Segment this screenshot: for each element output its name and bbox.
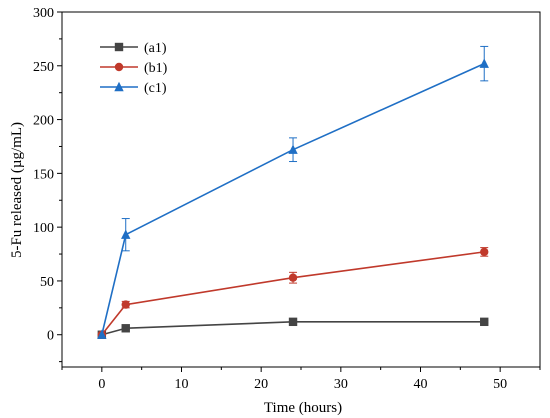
y-tick-label: 300: [33, 6, 54, 21]
plot-area: [61, 11, 541, 368]
legend-label: (a1): [144, 41, 167, 56]
x-tick-label: 10: [175, 377, 189, 392]
legend-marker: [114, 42, 124, 52]
data-point: [288, 317, 298, 327]
legend-label: (c1): [144, 81, 167, 96]
legend-item: (b1): [100, 61, 168, 76]
legend-item: (c1): [100, 81, 167, 96]
series-line: [101, 62, 485, 335]
y-tick-label: 100: [33, 221, 54, 236]
legend-marker: [114, 62, 124, 72]
x-tick-label: 30: [334, 377, 348, 392]
y-tick-label: 50: [40, 275, 54, 290]
data-point: [480, 247, 489, 257]
y-tick-label: 150: [33, 167, 54, 182]
y-axis-label: 5-Fu released (µg/mL): [9, 122, 25, 258]
x-tick-label: 50: [493, 377, 507, 392]
data-point: [97, 329, 107, 339]
x-tick-label: 40: [414, 377, 428, 392]
x-tick-label: 0: [98, 377, 105, 392]
x-axis-label: Time (hours): [264, 400, 342, 416]
legend-label: (b1): [144, 61, 168, 76]
x-axis-ticks: 0 10 20 30 40 50: [61, 367, 541, 392]
series-1: [97, 317, 489, 339]
y-tick-label: 0: [47, 329, 54, 344]
legend: (a1) (b1) (c1): [100, 41, 168, 96]
data-point: [121, 324, 130, 333]
legend-marker: [114, 81, 124, 92]
data-point: [480, 317, 489, 327]
y-axis-ticks: 0 50 100 150 200 250 300: [33, 6, 62, 363]
x-tick-label: 20: [254, 377, 268, 392]
legend-item: (a1): [100, 41, 167, 56]
series-layer: [97, 45, 489, 339]
y-tick-label: 250: [33, 60, 54, 75]
data-point: [288, 273, 298, 282]
series-3: [97, 45, 489, 339]
series-line: [101, 321, 485, 336]
data-point: [479, 58, 489, 68]
data-point: [121, 300, 130, 309]
series-line: [101, 251, 485, 336]
data-point: [288, 144, 298, 154]
data-point: [121, 229, 131, 239]
y-tick-label: 200: [33, 114, 54, 129]
